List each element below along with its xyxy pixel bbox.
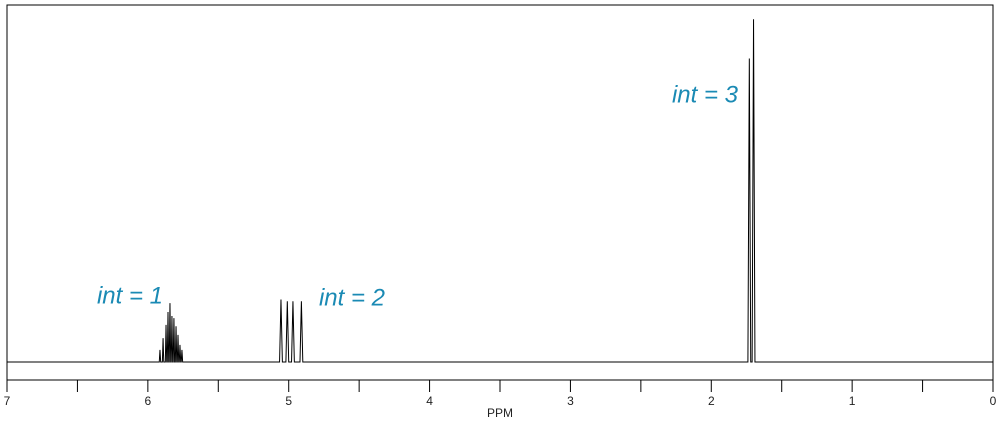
plot-frame — [6, 4, 994, 381]
x-tick-label: 0 — [990, 394, 997, 408]
x-tick-label: 2 — [708, 394, 715, 408]
x-tick-label: 6 — [145, 394, 152, 408]
integration-annotation: int = 1 — [97, 282, 163, 309]
x-tick-label: 3 — [567, 394, 574, 408]
x-tick-label: 1 — [849, 394, 856, 408]
x-tick-label: 7 — [4, 394, 11, 408]
integration-annotation: int = 2 — [319, 284, 385, 311]
spectrum-line — [7, 19, 993, 363]
x-tick-label: 4 — [426, 394, 433, 408]
x-axis-label: PPM — [487, 406, 513, 420]
x-tick-label: 5 — [285, 394, 292, 408]
integration-annotation: int = 3 — [672, 81, 739, 108]
